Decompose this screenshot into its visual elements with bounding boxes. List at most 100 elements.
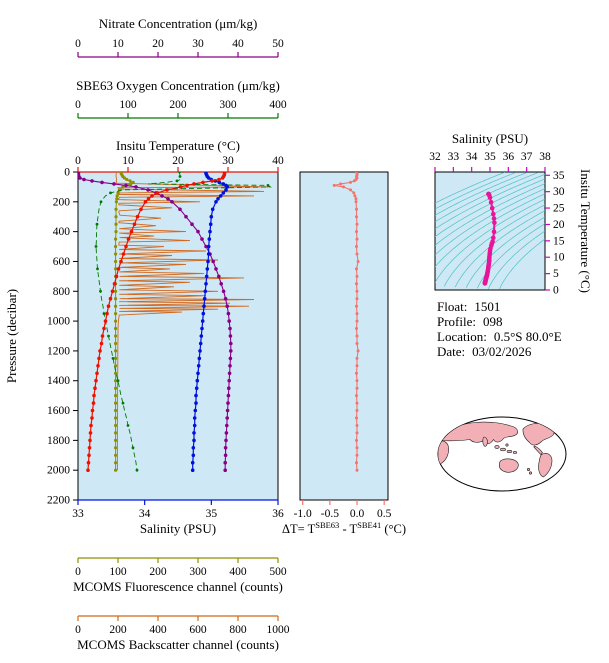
svg-text:0: 0 [75,38,81,50]
temperature-axis-title: Insitu Temperature (°C) [116,138,240,153]
svg-text:2200: 2200 [47,495,70,507]
svg-text:0: 0 [75,155,81,167]
svg-text:34: 34 [466,151,478,163]
delta-t-axis-title: ΔT= TSBE63 - TSBE41 (°C) [282,520,406,536]
svg-text:200: 200 [149,566,167,578]
svg-text:36: 36 [272,508,284,520]
backscatter-profile [115,172,270,471]
svg-text:600: 600 [189,624,207,636]
svg-text:15: 15 [553,235,565,247]
svg-text:0: 0 [64,167,70,179]
svg-text:30: 30 [553,186,565,198]
map-australia [498,458,519,473]
svg-text:200: 200 [53,196,71,208]
svg-text:5: 5 [553,268,559,280]
svg-text:400: 400 [269,99,287,111]
svg-text:30: 30 [192,38,204,50]
svg-text:100: 100 [109,566,127,578]
delta-t-plot: -1.0 -0.5 0.0 0.5 [294,171,392,520]
svg-text:-0.5: -0.5 [321,508,339,520]
backscatter-axis-title: MCOMS Backscatter channel (counts) [77,637,279,652]
svg-text:200: 200 [109,624,127,636]
svg-text:0: 0 [75,566,81,578]
svg-text:34: 34 [139,508,151,520]
map-eurasia [440,421,518,445]
svg-text:50: 50 [272,38,284,50]
map-south-america [538,453,553,478]
svg-text:300: 300 [189,566,207,578]
svg-text:10: 10 [122,155,134,167]
svg-text:36: 36 [503,151,515,163]
svg-text:37: 37 [521,151,533,163]
svg-text:35: 35 [206,508,218,520]
svg-text:400: 400 [53,226,71,238]
svg-text:20: 20 [152,38,164,50]
svg-text:400: 400 [229,566,247,578]
map-central-america [533,445,543,455]
map-island [512,451,518,454]
svg-text:32: 32 [429,151,441,163]
svg-text:20: 20 [172,155,184,167]
svg-text:35: 35 [484,151,496,163]
map-island [505,443,509,447]
svg-text:600: 600 [53,256,71,268]
delta-t-profile [334,172,359,471]
svg-text:10: 10 [553,252,565,264]
svg-text:40: 40 [272,155,284,167]
svg-text:0: 0 [553,285,559,297]
svg-text:-1.0: -1.0 [294,508,312,520]
svg-text:800: 800 [53,286,71,298]
svg-text:1000: 1000 [267,624,290,636]
map-continents [438,420,559,478]
map-greenland [549,420,559,428]
map-new-zealand [527,467,531,471]
svg-text:20: 20 [553,219,565,231]
ts-salinity-axis-title: Salinity (PSU) [452,131,528,146]
svg-text:0: 0 [75,624,81,636]
ts-temperature-axis-title: Insitu Temperature (°C) [578,169,593,293]
map-island [494,445,500,449]
svg-text:25: 25 [553,203,565,215]
svg-text:35: 35 [553,170,565,182]
nitrate-profile [78,172,232,471]
svg-text:0.0: 0.0 [350,508,365,520]
svg-text:300: 300 [219,99,237,111]
svg-text:200: 200 [169,99,187,111]
svg-text:38: 38 [539,151,551,163]
ts-diagram-plot: 32 33 34 35 36 37 38 0 5 10 15 20 25 30 35 [429,151,565,297]
main-profile-plot: 0200400600800100012001400160018002000220… [47,38,290,636]
svg-text:1200: 1200 [47,345,70,357]
map-island [506,449,513,453]
svg-text:33: 33 [448,151,460,163]
location-line: Location: 0.5°S 80.0°E [437,329,562,344]
date-line: Date: 03/02/2026 [437,344,532,359]
svg-text:10: 10 [112,38,124,50]
svg-text:800: 800 [229,624,247,636]
fluorescence-axis-title: MCOMS Fluorescence channel (counts) [73,579,283,594]
oxygen-axis-title: SBE63 Oxygen Concentration (μm/kg) [76,78,280,93]
svg-text:40: 40 [232,38,244,50]
profile-line: Profile: 098 [437,314,503,329]
pressure-axis-title: Pressure (decibar) [4,289,19,383]
svg-text:0: 0 [75,99,81,111]
float-id-line: Float: 1501 [437,299,500,314]
svg-text:500: 500 [269,566,287,578]
salinity-axis-title: Salinity (PSU) [140,521,216,536]
svg-text:30: 30 [222,155,234,167]
map-india [482,436,488,447]
svg-text:100: 100 [119,99,137,111]
svg-text:1800: 1800 [47,435,70,447]
world-map-inset [437,416,567,492]
svg-text:1400: 1400 [47,375,70,387]
svg-text:400: 400 [149,624,167,636]
svg-text:1600: 1600 [47,405,70,417]
oxygen-profile [95,172,273,471]
map-new-zealand [529,471,533,475]
temperature-profile [87,172,226,471]
svg-text:0.5: 0.5 [377,508,392,520]
svg-text:2000: 2000 [47,465,70,477]
float-info-block: Float: 1501 Profile: 098 Location: 0.5°S 80… [437,299,562,359]
svg-text:33: 33 [72,508,84,520]
